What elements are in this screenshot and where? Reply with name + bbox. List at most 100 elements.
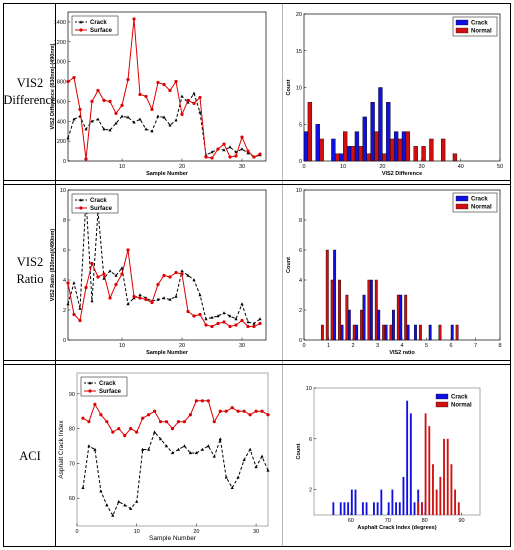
bar-normal xyxy=(455,324,459,341)
data-point-surface xyxy=(170,427,175,431)
y-tick-label: 5 xyxy=(299,122,302,128)
data-point-crack xyxy=(117,499,121,503)
data-point-crack xyxy=(81,485,85,489)
bar-normal xyxy=(307,101,313,162)
bar-normal xyxy=(421,146,426,162)
y-tick-label: 60 xyxy=(69,496,75,502)
plot-area xyxy=(67,189,267,341)
table-grid xyxy=(3,3,511,547)
chart-vis2-difference-sample: 10 20 30 0 200 400 600 800 1000 1200 1400 Sample Nu… xyxy=(50,11,267,177)
bar-normal xyxy=(405,131,411,162)
data-point-crack xyxy=(228,314,232,318)
row-label-vis2-ratio-line-1: VIS2 xyxy=(17,255,43,269)
x-tick-label: 4 xyxy=(400,343,403,349)
data-point-surface xyxy=(126,77,130,82)
data-point-surface xyxy=(192,314,196,318)
x-axis-label: VIS2 Difference xyxy=(382,171,422,177)
x-axis-label: VIS2 ratio xyxy=(389,350,415,356)
y-tick-label: 2 xyxy=(309,488,312,494)
y-tick-label: 1400 xyxy=(54,20,66,26)
y-tick-label: 6 xyxy=(63,248,66,254)
data-point-crack xyxy=(224,475,228,479)
bar-crack xyxy=(450,324,454,341)
x-axis-label: Asphalt Crack Index (degrees) xyxy=(357,525,436,531)
bar-normal xyxy=(454,489,457,515)
data-point-surface xyxy=(150,107,154,111)
data-point-crack xyxy=(236,475,240,479)
x-tick-label: 20 xyxy=(179,343,185,349)
legend-label-crack: Crack xyxy=(99,381,116,387)
data-point-crack xyxy=(126,115,130,119)
bar-crack xyxy=(333,249,337,341)
bar-crack xyxy=(402,476,405,515)
data-point-surface xyxy=(78,318,82,323)
data-point-crack xyxy=(176,447,181,451)
y-tick-label: 10 xyxy=(296,86,302,92)
data-point-crack xyxy=(90,119,94,123)
y-axis-label: Count xyxy=(296,443,302,459)
x-tick-label: 5 xyxy=(425,343,428,349)
bar-crack xyxy=(303,131,309,162)
data-point-crack xyxy=(120,266,124,270)
data-point-surface xyxy=(84,285,88,290)
legend-label-crack: Crack xyxy=(471,21,488,27)
data-point-crack xyxy=(266,468,270,472)
data-point-crack xyxy=(72,117,76,121)
bar-crack xyxy=(398,502,401,515)
data-point-surface xyxy=(147,413,151,417)
data-point-surface xyxy=(254,409,258,413)
legend-label-surface: Surface xyxy=(90,28,113,34)
data-point-surface xyxy=(216,321,220,326)
y-tick-label: 2 xyxy=(299,308,302,314)
bar-crack xyxy=(340,324,344,341)
bar-crack xyxy=(406,400,409,515)
data-point-surface xyxy=(135,430,139,434)
data-point-surface xyxy=(182,420,187,424)
data-point-crack xyxy=(138,293,142,297)
x-axis-label: Sample Number xyxy=(149,535,197,542)
bar-crack xyxy=(343,502,346,515)
data-point-surface xyxy=(72,312,76,317)
data-point-surface xyxy=(114,282,118,287)
data-point-crack xyxy=(158,437,163,441)
legend-label-surface: Surface xyxy=(90,206,113,212)
bar-normal xyxy=(389,324,393,341)
data-point-surface xyxy=(144,94,148,99)
data-point-crack xyxy=(156,114,160,118)
bar-crack xyxy=(380,489,383,515)
data-point-surface xyxy=(81,416,85,420)
y-tick-label: 0 xyxy=(63,159,66,165)
data-point-surface xyxy=(206,399,210,403)
x-axis-label: Sample Number xyxy=(146,350,189,356)
legend-marker-crack xyxy=(79,198,83,202)
legend-swatch-normal xyxy=(455,27,469,34)
bar-normal xyxy=(374,279,378,341)
data-point-surface xyxy=(66,281,70,285)
y-tick-label: 200 xyxy=(57,139,66,145)
data-point-crack xyxy=(230,485,234,489)
data-point-surface xyxy=(117,427,121,431)
bar-normal xyxy=(345,294,349,341)
y-axis-label: VIS2 Ratio (830nm)/(490nm) xyxy=(50,229,56,302)
data-point-crack xyxy=(182,444,187,448)
data-point-surface xyxy=(108,99,112,103)
bar-crack xyxy=(384,324,388,341)
data-point-surface xyxy=(156,282,160,287)
data-point-crack xyxy=(141,447,145,451)
data-point-surface xyxy=(87,420,91,424)
x-tick-label: 1 xyxy=(327,343,330,349)
legend-marker-surface xyxy=(88,389,92,393)
legend-label-crack: Crack xyxy=(471,197,488,203)
x-tick-label: 20 xyxy=(379,164,385,170)
data-point-crack xyxy=(218,437,222,441)
data-point-surface xyxy=(168,275,172,279)
data-point-surface xyxy=(252,324,256,329)
series-line-crack xyxy=(67,92,261,158)
data-point-crack xyxy=(204,317,208,321)
data-point-surface xyxy=(188,413,193,417)
data-point-crack xyxy=(156,297,160,301)
y-axis-label: VIS2 Difference (830nm)-(490nm) xyxy=(50,43,56,129)
chart-vis2-ratio-sample: 10 20 30 0 2 4 6 8 10 Sample Number VIS2 Ratio (83… xyxy=(50,188,267,356)
x-axis-label: Sample Number xyxy=(146,171,189,177)
bar-normal xyxy=(450,464,453,515)
